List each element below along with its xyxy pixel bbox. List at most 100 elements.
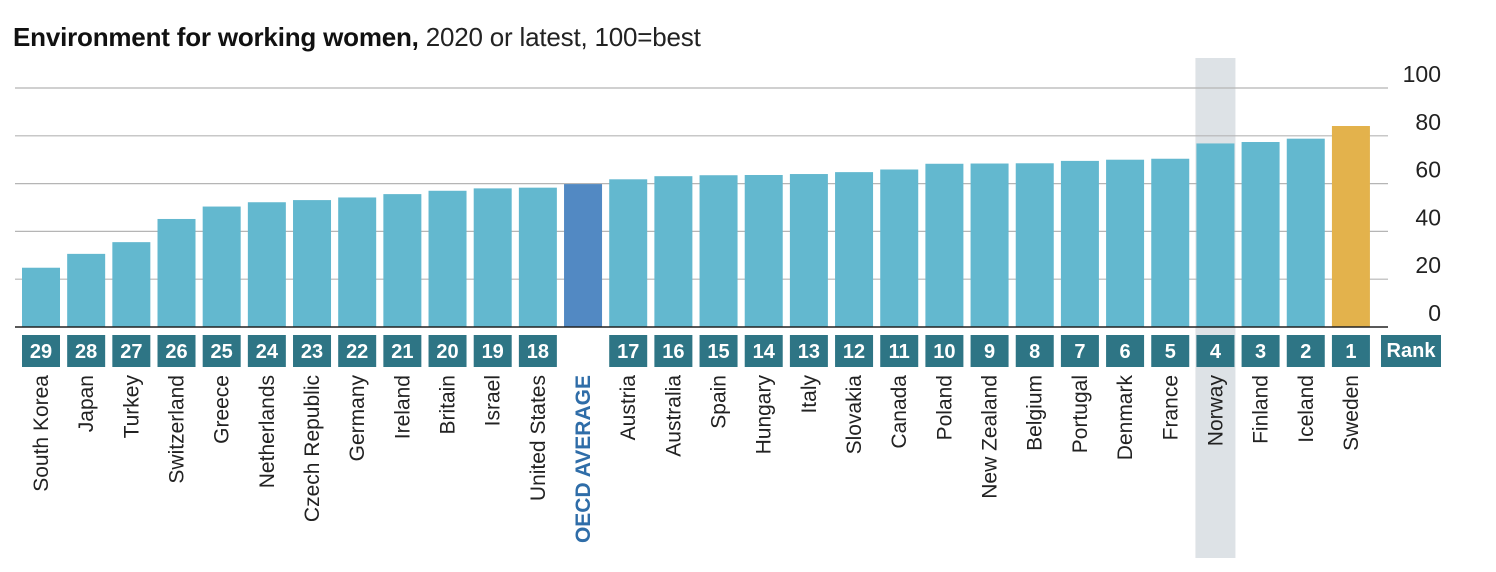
rank-box-slovakia: 12	[835, 335, 874, 367]
rank-box-japan: 28	[67, 335, 106, 367]
rank-box-switzerland: 26	[157, 335, 196, 367]
rank-box-czech-republic: 23	[293, 335, 332, 367]
rank-box-iceland: 2	[1286, 335, 1325, 367]
rank-number: 21	[391, 341, 413, 363]
rank-box-netherlands: 24	[247, 335, 286, 367]
bar-turkey	[112, 242, 151, 327]
bar-britain	[428, 190, 467, 327]
rank-number: 4	[1210, 341, 1222, 363]
category-label-south-korea: South Korea	[30, 375, 53, 492]
rank-number: 26	[165, 341, 187, 363]
rank-box-sweden: 1	[1331, 335, 1370, 367]
chart-title-main: Environment for working women,	[13, 22, 419, 52]
y-tick-label-0: 0	[1428, 300, 1441, 326]
y-tick-label-20: 20	[1415, 252, 1441, 278]
rank-box-finland: 3	[1241, 335, 1280, 367]
y-tick-label-40: 40	[1415, 204, 1441, 230]
rank-number: 12	[843, 341, 865, 363]
rank-number: 24	[256, 341, 279, 363]
bar-norway	[1196, 143, 1235, 327]
rank-number: 11	[889, 341, 910, 363]
chart-subtitle: 2020 or latest, 100=best	[418, 22, 701, 52]
rank-number: 8	[1029, 341, 1040, 363]
category-label-turkey: Turkey	[120, 375, 143, 439]
rank-box-italy: 13	[789, 335, 828, 367]
category-label-israel: Israel	[482, 375, 505, 426]
rank-number: 22	[346, 341, 368, 363]
rank-number: 15	[707, 341, 729, 363]
category-label-hungary: Hungary	[753, 375, 776, 455]
bar-germany	[338, 197, 377, 327]
rank-box-hungary: 14	[744, 335, 783, 367]
bar-oecd-average	[564, 184, 603, 327]
bar-denmark	[1106, 159, 1145, 327]
rank-number: 25	[211, 341, 233, 363]
bar-united-states	[518, 187, 557, 327]
bar-slovakia	[835, 172, 874, 327]
country-labels: South Korea Japan Turkey Switzerland Greece N…	[30, 375, 1363, 544]
rank-header: Rank	[1381, 335, 1441, 367]
rank-box-turkey: 27	[112, 335, 151, 367]
rank-number: 18	[527, 341, 549, 363]
rank-box-south-korea: 29	[22, 335, 60, 367]
y-tick-label-80: 80	[1415, 109, 1441, 135]
category-label-denmark: Denmark	[1114, 375, 1137, 461]
category-label-france: France	[1159, 375, 1182, 440]
bar-south-korea	[22, 267, 60, 327]
rank-number: 19	[482, 341, 504, 363]
bar-belgium	[1015, 163, 1054, 327]
rank-number: 6	[1120, 341, 1131, 363]
category-label-slovakia: Slovakia	[843, 375, 866, 455]
rank-box-portugal: 7	[1060, 335, 1099, 367]
bar-poland	[925, 163, 964, 327]
category-label-portugal: Portugal	[1069, 375, 1092, 453]
bar-spain	[699, 175, 738, 327]
rank-number: 9	[984, 341, 995, 363]
rank-number: 16	[662, 341, 684, 363]
bar-new-zealand	[970, 163, 1009, 327]
bar-france	[1151, 158, 1190, 327]
bar-greece	[202, 206, 241, 327]
y-tick-label-100: 100	[1403, 61, 1441, 87]
rank-box-australia: 16	[654, 335, 693, 367]
rank-box-greece: 25	[202, 335, 241, 367]
rank-number: 10	[933, 341, 955, 363]
rank-number: 5	[1165, 341, 1176, 363]
bar-japan	[67, 253, 106, 327]
bar-canada	[880, 169, 919, 327]
bar-czech-republic	[293, 200, 332, 327]
category-label-sweden: Sweden	[1340, 375, 1363, 451]
rank-number: 3	[1255, 341, 1266, 363]
category-label-norway: Norway	[1204, 375, 1227, 447]
rank-number: 14	[753, 341, 776, 363]
bar-portugal	[1060, 160, 1099, 327]
category-label-switzerland: Switzerland	[166, 375, 189, 484]
bar-italy	[789, 174, 828, 327]
rank-box-poland: 10	[925, 335, 964, 367]
category-label-united-states: United States	[527, 375, 550, 501]
rank-box-israel: 19	[473, 335, 512, 367]
rank-number: 27	[120, 341, 142, 363]
bars	[22, 126, 1370, 327]
chart-title: Environment for working women, 2020 or l…	[13, 22, 701, 53]
rank-box-denmark: 6	[1106, 335, 1145, 367]
rank-number: 29	[30, 341, 52, 363]
bar-hungary	[744, 174, 783, 327]
bar-austria	[609, 179, 648, 327]
category-label-germany: Germany	[346, 375, 369, 462]
category-label-austria: Austria	[617, 375, 640, 441]
y-tick-label-60: 60	[1415, 157, 1441, 183]
rank-box-britain: 20	[428, 335, 467, 367]
bar-israel	[473, 188, 512, 327]
category-label-czech-republic: Czech Republic	[301, 375, 324, 522]
rank-box-new-zealand: 9	[970, 335, 1009, 367]
category-label-spain: Spain	[708, 375, 731, 429]
category-label-netherlands: Netherlands	[256, 375, 279, 488]
bar-netherlands	[247, 202, 286, 327]
rank-number: 17	[617, 341, 639, 363]
rank-boxes: 29 28 27 26 25 24 23 22 21 20 19 18 17 16 15 14 13 12 11 10…	[22, 335, 1441, 367]
category-label-italy: Italy	[798, 375, 821, 414]
bar-ireland	[383, 194, 422, 327]
category-label-canada: Canada	[888, 375, 911, 449]
